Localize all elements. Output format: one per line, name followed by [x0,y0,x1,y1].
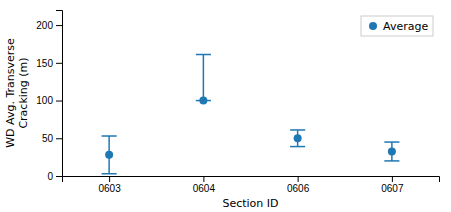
tick-label: 150 [36,58,53,69]
x-tick: 0607 [381,176,404,194]
legend-label: Average [383,20,428,33]
y-tick: 50 [42,133,62,144]
error-cap-upper [196,54,211,56]
x-axis: 0603 0604 0606 0607 [63,176,440,194]
y-tick: 100 [36,95,62,106]
error-bar [203,55,205,101]
tick-label: 0606 [287,183,310,194]
marks [102,55,400,174]
x-axis-title: Section ID [222,197,278,210]
error-cap-upper [290,129,305,131]
plot-area: 0 50 100 150 200 0603 0604 0606 0607 Average [36,11,439,195]
tick-label: 200 [36,20,53,31]
y-axis: 0 50 100 150 200 [36,11,62,182]
x-tick: 0606 [287,176,310,194]
series [102,55,400,174]
legend-box [361,16,433,36]
tick-label: 100 [36,95,53,106]
tick-label: 0607 [381,183,404,194]
tick-mark [56,63,62,64]
y-tick: 200 [36,20,62,31]
x-tick: 0604 [193,176,216,194]
error-cap-lower [384,160,399,162]
error-cap-upper [102,135,117,137]
axis-line [63,177,440,183]
tick-label: 0603 [99,183,122,194]
tick-mark [203,176,204,182]
legend-marker [369,22,377,30]
point [105,151,113,159]
tick-mark [109,176,110,182]
point [388,147,396,155]
error-cap-lower [290,146,305,148]
y-tick: 150 [36,58,62,69]
tick-mark [56,101,62,102]
x-tick: 0603 [99,176,122,194]
y-tick: 0 [47,171,62,182]
axis-line [56,11,63,177]
tick-mark [56,176,62,177]
tick-label: 0 [47,171,53,182]
y-axis-title-line: Cracking (m) [17,57,30,128]
point [199,97,207,105]
point [294,134,302,142]
tick-label: 50 [42,133,54,144]
chart: 0 50 100 150 200 0603 0604 0606 0607 Average Secti… [0,0,451,212]
y-axis-title-line: WD Avg. Transverse [4,38,17,148]
legend: Average [361,16,433,36]
tick-mark [56,138,62,139]
tick-mark [392,176,393,182]
tick-mark [298,176,299,182]
error-cap-upper [384,141,399,143]
y-axis-title: WD Avg. TransverseCracking (m) [4,38,30,148]
tick-mark [56,25,62,26]
error-cap-lower [102,173,117,175]
tick-label: 0604 [193,183,216,194]
